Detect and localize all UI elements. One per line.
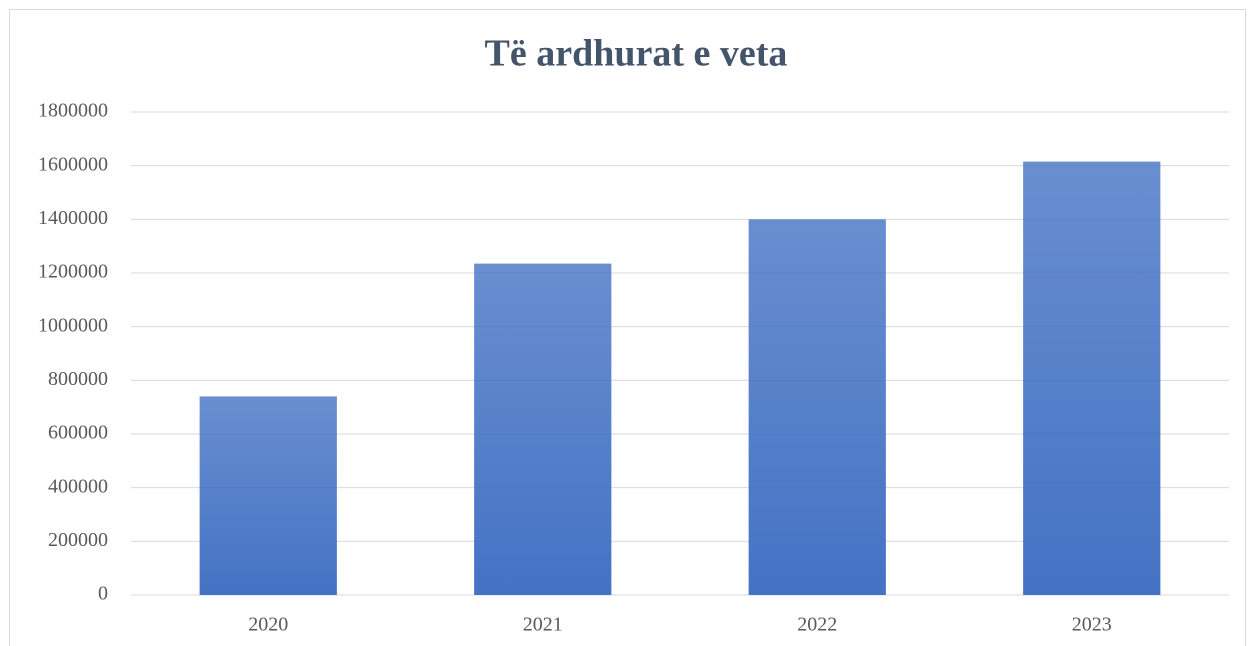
y-tick-label: 400000 <box>48 475 108 497</box>
bar <box>199 396 337 595</box>
y-tick-label: 1400000 <box>38 207 108 229</box>
y-tick-label: 1600000 <box>38 153 108 175</box>
bar <box>1023 161 1161 595</box>
x-tick-label: 2022 <box>797 614 837 636</box>
y-tick-label: 1800000 <box>38 100 108 122</box>
x-tick-label: 2023 <box>1072 614 1112 636</box>
chart-title: Të ardhurat e veta <box>485 33 788 75</box>
y-tick-label: 1000000 <box>38 314 108 336</box>
x-tick-label: 2020 <box>248 614 288 636</box>
y-tick-label: 0 <box>98 583 108 605</box>
chart-border <box>9 9 1246 646</box>
y-tick-label: 600000 <box>48 422 108 444</box>
bar <box>474 263 612 595</box>
x-tick-label: 2021 <box>523 614 563 636</box>
y-tick-label: 1200000 <box>38 261 108 283</box>
bar <box>748 219 886 596</box>
y-tick-label: 200000 <box>48 529 108 551</box>
y-tick-label: 800000 <box>48 368 108 390</box>
